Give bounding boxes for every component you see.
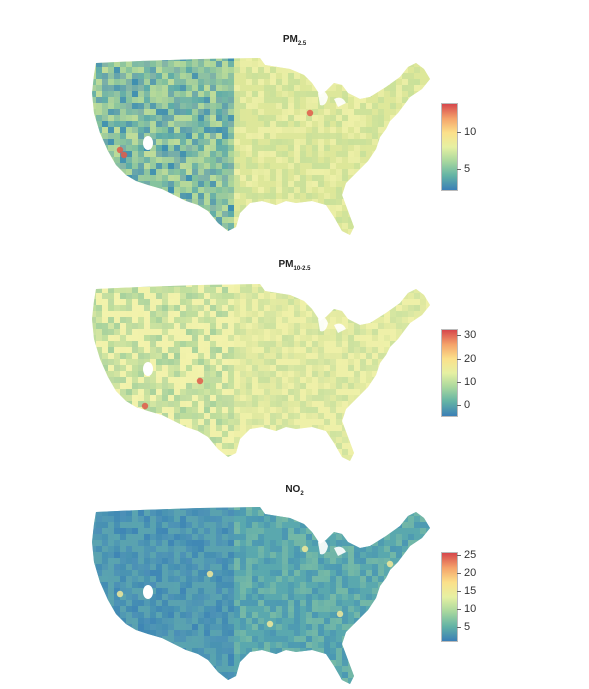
legend-tick: 10 [464, 127, 476, 138]
legend-tick: 20 [464, 354, 476, 365]
legend-bar-no2 [441, 552, 458, 642]
legend-tick: 0 [464, 400, 470, 411]
map-fill-pm25 [90, 55, 450, 240]
legend-tick: 10 [464, 604, 476, 615]
map-panel-pm25: PM2.5 10 5 [0, 0, 589, 240]
map-fill-no2 [90, 504, 450, 689]
legend-tick: 20 [464, 568, 476, 579]
legend-tick: 30 [464, 330, 476, 341]
legend-bar-pm25 [441, 103, 458, 191]
legend-tick: 5 [464, 622, 470, 633]
legend-tick: 15 [464, 586, 476, 597]
panel-title-no2: NO2 [0, 484, 589, 497]
panel-title-pm25: PM2.5 [0, 34, 589, 47]
panel-title-pm10: PM10-2.5 [0, 259, 589, 272]
map-fill-pm10 [90, 281, 450, 466]
map-panel-pm10: PM10-2.5 30 20 10 0 [0, 245, 589, 470]
legend-tick: 5 [464, 164, 470, 175]
legend-tick: 25 [464, 550, 476, 561]
us-map-pm25 [90, 55, 450, 240]
legend-tick: 10 [464, 377, 476, 388]
us-map-no2 [90, 504, 450, 689]
map-panel-no2: NO2 25 20 15 10 5 [0, 470, 589, 684]
legend-bar-pm10 [441, 329, 458, 417]
us-map-pm10 [90, 281, 450, 466]
